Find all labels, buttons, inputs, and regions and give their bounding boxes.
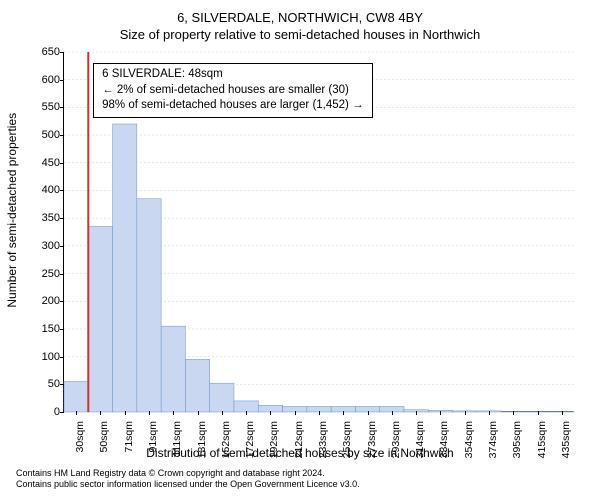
histogram-bar [185,359,209,412]
y-tick-label: 400 [42,184,60,196]
histogram-bar [64,382,88,412]
y-tick-label: 500 [42,129,60,141]
chart-title-sub: Size of property relative to semi-detach… [8,27,592,42]
annotation-box: 6 SILVERDALE: 48sqm ← 2% of semi-detache… [93,63,372,118]
y-tick-label: 650 [42,46,60,58]
x-axis-label: Distribution of semi-detached houses by … [8,446,592,460]
histogram-bar [137,199,161,412]
histogram-bar [88,226,112,412]
chart-title-main: 6, SILVERDALE, NORTHWICH, CW8 4BY [8,10,592,25]
annotation-line-3: 98% of semi-detached houses are larger (… [102,98,363,114]
chart-container: 6, SILVERDALE, NORTHWICH, CW8 4BY Size o… [8,8,592,492]
footer-line-1: Contains HM Land Registry data © Crown c… [16,468,360,479]
annotation-line-2: ← 2% of semi-detached houses are smaller… [102,83,363,99]
y-tick-label: 600 [42,74,60,86]
y-tick-label: 200 [42,295,60,307]
y-tick-label: 250 [42,268,60,280]
histogram-bar [113,124,137,412]
histogram-bars [64,124,574,412]
y-tick-label: 550 [42,101,60,113]
y-tick-label: 100 [42,351,60,363]
histogram-bar [161,326,185,412]
y-tick-label: 450 [42,157,60,169]
plot-area: 050100150200250300350400450500550600650 … [63,52,573,412]
footer: Contains HM Land Registry data © Crown c… [16,468,360,490]
y-tick-label: 150 [42,323,60,335]
annotation-line-1: 6 SILVERDALE: 48sqm [102,67,363,83]
footer-line-2: Contains public sector information licen… [16,479,360,490]
y-tick-label: 300 [42,240,60,252]
y-tick-label: 50 [48,378,60,390]
y-tick-label: 350 [42,212,60,224]
histogram-bar [210,383,234,412]
y-axis-label: Number of semi-detached properties [5,113,19,308]
